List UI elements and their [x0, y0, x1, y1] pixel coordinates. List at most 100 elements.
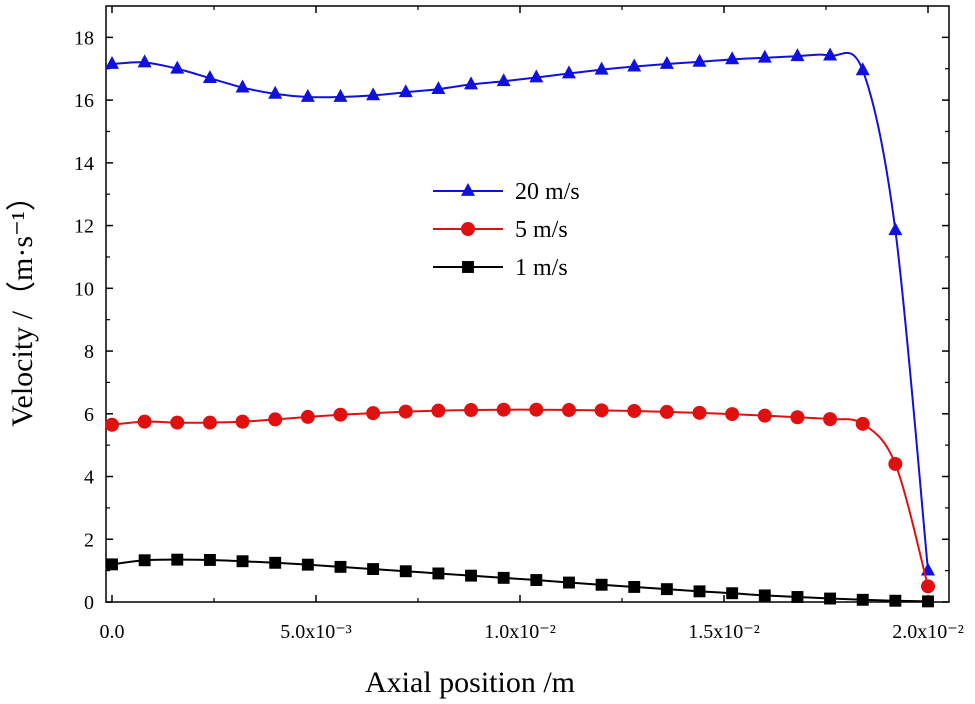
- data-point-circle: [464, 403, 479, 418]
- x-tick-label: 5.0x10⁻³: [280, 621, 352, 643]
- data-point-circle: [268, 412, 283, 427]
- x-tick-label: 1.5x10⁻²: [688, 621, 760, 643]
- data-point-triangle: [170, 60, 185, 74]
- data-point-circle: [333, 407, 348, 422]
- data-point-square: [660, 583, 673, 596]
- legend-item: 20 m/s: [433, 179, 580, 205]
- data-point-circle: [529, 402, 544, 417]
- data-point-circle: [855, 416, 870, 431]
- axis-ticks: [106, 6, 949, 603]
- data-point-circle: [398, 404, 413, 419]
- data-point-square: [367, 563, 380, 576]
- data-point-triangle: [692, 53, 707, 67]
- data-point-square: [791, 591, 804, 603]
- data-point-circle: [725, 407, 740, 422]
- data-point-square: [563, 576, 575, 589]
- data-point-circle: [235, 414, 250, 429]
- data-point-square: [171, 553, 184, 566]
- data-point-square: [465, 569, 477, 582]
- tick-labels: 0 2 4 6 8 10 12 14 16 18 0.0 5.0x10⁻³ 1.0x10⁻² 1.5x10…: [74, 27, 964, 643]
- data-point-circle: [823, 412, 838, 427]
- data-point-circle: [496, 402, 511, 417]
- data-point-triangle: [725, 51, 740, 65]
- data-point-circle: [300, 409, 315, 424]
- data-point-circle: [202, 415, 217, 430]
- y-tick-label: 6: [84, 404, 94, 426]
- legend: 20 m/s 5 m/s 1 m/s: [433, 179, 580, 281]
- data-point-triangle: [461, 182, 475, 196]
- data-point-square: [269, 556, 282, 569]
- data-point-circle: [888, 456, 903, 471]
- data-point-triangle: [757, 49, 772, 63]
- data-point-circle: [659, 404, 674, 419]
- data-point-circle: [627, 403, 642, 418]
- data-point-circle: [170, 415, 185, 430]
- data-point-triangle: [855, 62, 870, 76]
- data-point-circle: [790, 410, 805, 425]
- data-point-square: [203, 554, 216, 566]
- legend-item: 5 m/s: [433, 217, 568, 243]
- x-axis-title: Axial position /m: [365, 666, 575, 699]
- series-20-m-s: [105, 47, 935, 576]
- data-point-triangle: [333, 88, 348, 102]
- data-point-square: [693, 585, 706, 598]
- legend-label: 20 m/s: [515, 179, 580, 205]
- data-point-square: [856, 593, 869, 606]
- data-point-square: [922, 595, 934, 608]
- data-point-triangle: [202, 70, 217, 84]
- data-point-square: [530, 574, 543, 586]
- data-point-circle: [594, 403, 609, 418]
- data-point-square: [595, 578, 608, 591]
- data-point-circle: [366, 406, 381, 421]
- data-point-triangle: [398, 84, 413, 98]
- data-point-triangle: [268, 85, 283, 99]
- x-tick-label: 1.0x10⁻²: [484, 621, 556, 643]
- data-point-square: [628, 580, 641, 593]
- data-point-triangle: [561, 65, 576, 79]
- data-point-triangle: [300, 88, 315, 102]
- y-tick-label: 18: [74, 27, 94, 49]
- series-line: [111, 408, 929, 587]
- y-tick-label: 2: [84, 529, 94, 551]
- data-point-triangle: [594, 61, 609, 75]
- data-point-square: [106, 558, 118, 571]
- data-point-triangle: [235, 79, 250, 93]
- x-tick-label: 0.0: [100, 621, 125, 643]
- series-layer: [105, 47, 935, 608]
- data-point-triangle: [529, 69, 544, 83]
- data-point-triangle: [888, 222, 903, 236]
- data-point-triangle: [790, 48, 805, 62]
- data-point-square: [889, 594, 902, 607]
- data-point-triangle: [366, 87, 381, 101]
- legend-item: 1 m/s: [433, 255, 568, 281]
- data-point-triangle: [659, 55, 674, 69]
- y-tick-label: 14: [74, 153, 94, 175]
- data-point-square: [138, 554, 151, 567]
- data-point-square: [334, 560, 347, 573]
- data-point-square: [462, 261, 474, 273]
- data-point-circle: [105, 417, 119, 432]
- data-point-square: [399, 565, 412, 578]
- data-point-triangle: [105, 55, 119, 69]
- data-point-square: [497, 571, 510, 584]
- series-1-m-s: [106, 553, 934, 608]
- y-tick-label: 8: [84, 341, 94, 363]
- data-point-triangle: [464, 76, 479, 90]
- data-point-square: [236, 555, 249, 568]
- data-point-triangle: [431, 81, 446, 95]
- plot-frame: [105, 5, 950, 603]
- data-point-square: [758, 589, 771, 602]
- data-point-circle: [431, 403, 446, 418]
- data-point-circle: [921, 579, 935, 594]
- y-tick-label: 4: [84, 467, 94, 489]
- data-point-triangle: [823, 47, 838, 61]
- data-point-circle: [137, 414, 152, 429]
- y-axis-title: Velocity /（m·s⁻¹）: [6, 181, 39, 427]
- data-point-circle: [692, 405, 707, 420]
- x-tick-label: 2.0x10⁻²: [892, 621, 964, 643]
- data-point-triangle: [137, 54, 152, 68]
- data-point-circle: [561, 403, 576, 418]
- data-point-triangle: [627, 58, 642, 72]
- data-point-circle: [461, 222, 475, 236]
